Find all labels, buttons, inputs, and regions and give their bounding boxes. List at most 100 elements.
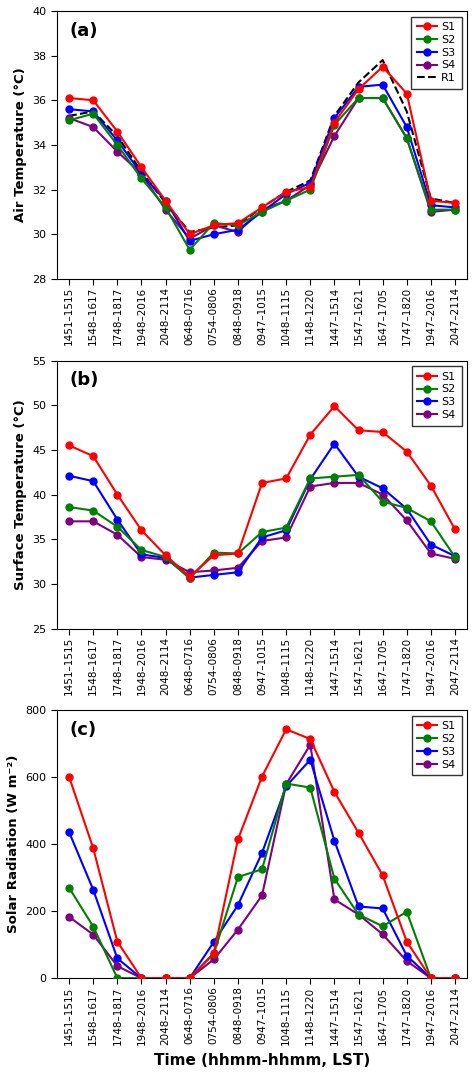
S1: [283, 722, 289, 735]
S3: [428, 539, 434, 551]
S1: [428, 195, 434, 207]
S4: [428, 972, 434, 985]
S2: [66, 501, 72, 514]
R1: [187, 226, 192, 239]
S1: [331, 786, 337, 799]
S2: [380, 91, 385, 104]
S2: [404, 502, 410, 515]
S4: [380, 488, 385, 501]
S4: [356, 476, 361, 489]
S3: [428, 972, 434, 985]
S1: [138, 161, 144, 174]
S2: [452, 550, 458, 563]
S2: [404, 905, 410, 918]
Line: S4: S4: [65, 742, 458, 981]
S3: [211, 228, 217, 241]
S3: [308, 176, 313, 189]
S4: [187, 232, 192, 245]
R1: [308, 174, 313, 187]
R1: [66, 110, 72, 123]
S4: [115, 528, 120, 541]
S2: [138, 544, 144, 557]
S2: [452, 972, 458, 985]
S2: [163, 972, 168, 985]
S2: [235, 219, 241, 232]
S1: [187, 972, 192, 985]
X-axis label: Time (hhmm-hhmm, LST): Time (hhmm-hhmm, LST): [154, 1054, 370, 1069]
S1: [66, 771, 72, 784]
S1: [452, 972, 458, 985]
S4: [331, 893, 337, 906]
S2: [163, 550, 168, 563]
S2: [259, 863, 265, 876]
S3: [283, 524, 289, 536]
S3: [138, 972, 144, 985]
S4: [91, 120, 96, 133]
S1: [356, 424, 361, 436]
Text: (c): (c): [69, 721, 97, 739]
S3: [380, 78, 385, 91]
S3: [66, 470, 72, 483]
S1: [283, 472, 289, 485]
S4: [404, 514, 410, 527]
S1: [308, 428, 313, 441]
S4: [138, 972, 144, 985]
S2: [428, 203, 434, 216]
R1: [235, 219, 241, 232]
S3: [356, 900, 361, 913]
S2: [331, 118, 337, 131]
S4: [66, 911, 72, 923]
S1: [331, 116, 337, 129]
R1: [211, 221, 217, 234]
S3: [235, 565, 241, 578]
S1: [235, 547, 241, 560]
S4: [235, 561, 241, 574]
S2: [331, 470, 337, 483]
S3: [163, 551, 168, 564]
R1: [259, 201, 265, 214]
R1: [283, 185, 289, 198]
S4: [211, 219, 217, 232]
S2: [452, 203, 458, 216]
S3: [259, 531, 265, 544]
S2: [115, 139, 120, 152]
S1: [66, 91, 72, 104]
S2: [211, 546, 217, 559]
S3: [356, 81, 361, 94]
S3: [115, 134, 120, 147]
S1: [235, 833, 241, 846]
S1: [259, 770, 265, 783]
S2: [259, 205, 265, 218]
R1: [331, 110, 337, 123]
S4: [259, 534, 265, 547]
S3: [356, 470, 361, 483]
S4: [235, 923, 241, 936]
S4: [356, 908, 361, 921]
S4: [428, 547, 434, 560]
S2: [331, 872, 337, 885]
S1: [452, 522, 458, 535]
S2: [428, 515, 434, 528]
S3: [235, 899, 241, 912]
S4: [331, 129, 337, 142]
Text: (a): (a): [69, 22, 98, 40]
Legend: S1, S2, S3, S4: S1, S2, S3, S4: [412, 367, 462, 426]
S1: [404, 935, 410, 948]
S1: [163, 549, 168, 562]
S2: [428, 972, 434, 985]
S3: [404, 949, 410, 962]
S4: [283, 778, 289, 791]
S4: [259, 203, 265, 216]
S2: [308, 183, 313, 196]
S2: [308, 472, 313, 485]
S3: [91, 475, 96, 488]
S4: [235, 226, 241, 239]
S2: [163, 201, 168, 214]
S3: [138, 548, 144, 561]
S1: [380, 426, 385, 439]
S1: [211, 947, 217, 960]
S4: [452, 972, 458, 985]
S4: [138, 550, 144, 563]
S4: [187, 565, 192, 578]
S2: [91, 920, 96, 933]
